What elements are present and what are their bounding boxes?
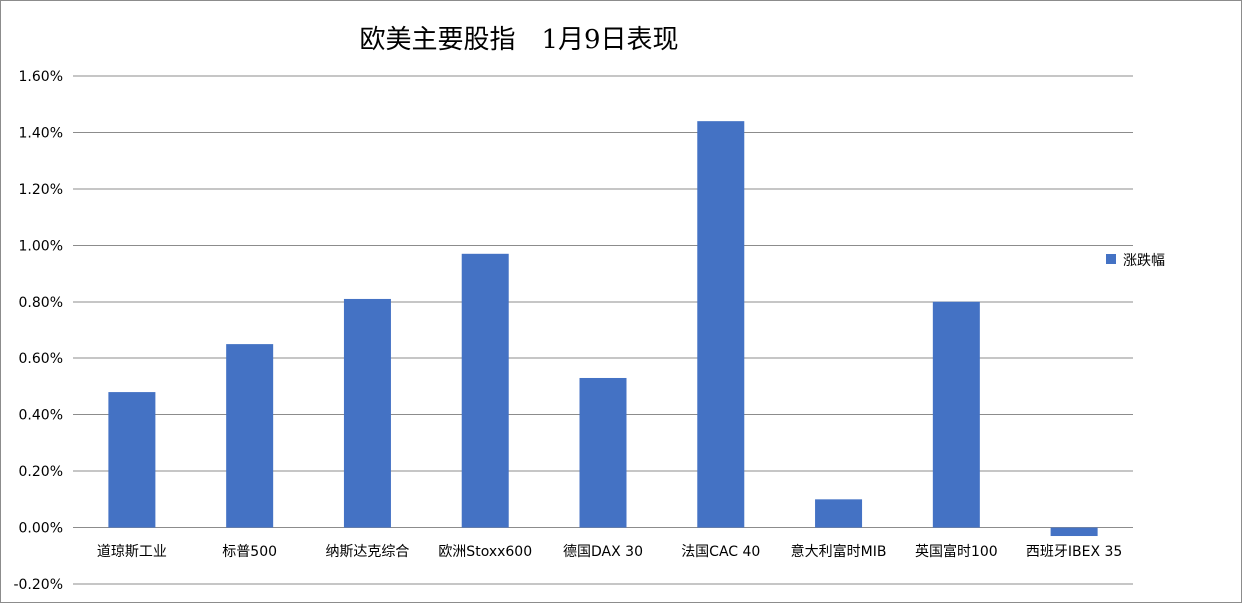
bar xyxy=(579,377,627,528)
y-tick-label: 0.80% xyxy=(19,295,63,311)
y-tick-label: 1.00% xyxy=(19,238,63,254)
y-tick-label: 1.20% xyxy=(19,182,63,198)
chart-title: 欧美主要股指 1月9日表现 xyxy=(359,25,678,55)
y-tick-label: 0.00% xyxy=(19,521,63,537)
y-tick-label: 1.60% xyxy=(19,69,63,85)
x-category-label: 意大利富时MIB xyxy=(791,543,887,560)
x-category-label: 欧洲Stoxx600 xyxy=(438,544,532,560)
x-category-label: 德国DAX 30 xyxy=(563,544,643,560)
y-tick-label: 1.40% xyxy=(19,125,63,141)
legend-swatch xyxy=(1106,254,1116,264)
x-category-label: 道琼斯工业 xyxy=(97,544,167,560)
y-axis-tick-labels: -0.20% 0.00% 0.20% 0.40% 0.60% 0.80% 1.00% 1.20… xyxy=(13,69,63,593)
x-category-label: 纳斯达克综合 xyxy=(325,544,409,560)
legend: 涨跌幅 xyxy=(1106,253,1165,269)
bar xyxy=(461,253,509,528)
bar xyxy=(1050,527,1098,537)
y-tick-label: 0.20% xyxy=(19,464,63,480)
x-category-label: 英国富时100 xyxy=(915,543,998,560)
x-category-label: 西班牙IBEX 35 xyxy=(1026,544,1122,560)
bar xyxy=(226,344,274,528)
legend-label: 涨跌幅 xyxy=(1123,253,1165,269)
bars xyxy=(108,121,1098,537)
bar xyxy=(343,298,391,528)
bar xyxy=(932,301,980,528)
y-tick-label: 0.60% xyxy=(19,351,63,367)
x-category-label: 法国CAC 40 xyxy=(681,544,760,560)
bar xyxy=(815,499,863,528)
y-tick-label: -0.20% xyxy=(13,577,63,593)
x-category-label: 标普500 xyxy=(222,544,277,560)
x-axis-category-labels: 道琼斯工业 标普500 纳斯达克综合 欧洲Stoxx600 德国DAX 30 法国CAC … xyxy=(97,543,1122,560)
bar xyxy=(697,121,745,528)
y-tick-label: 0.40% xyxy=(19,408,63,424)
bar xyxy=(108,392,156,528)
